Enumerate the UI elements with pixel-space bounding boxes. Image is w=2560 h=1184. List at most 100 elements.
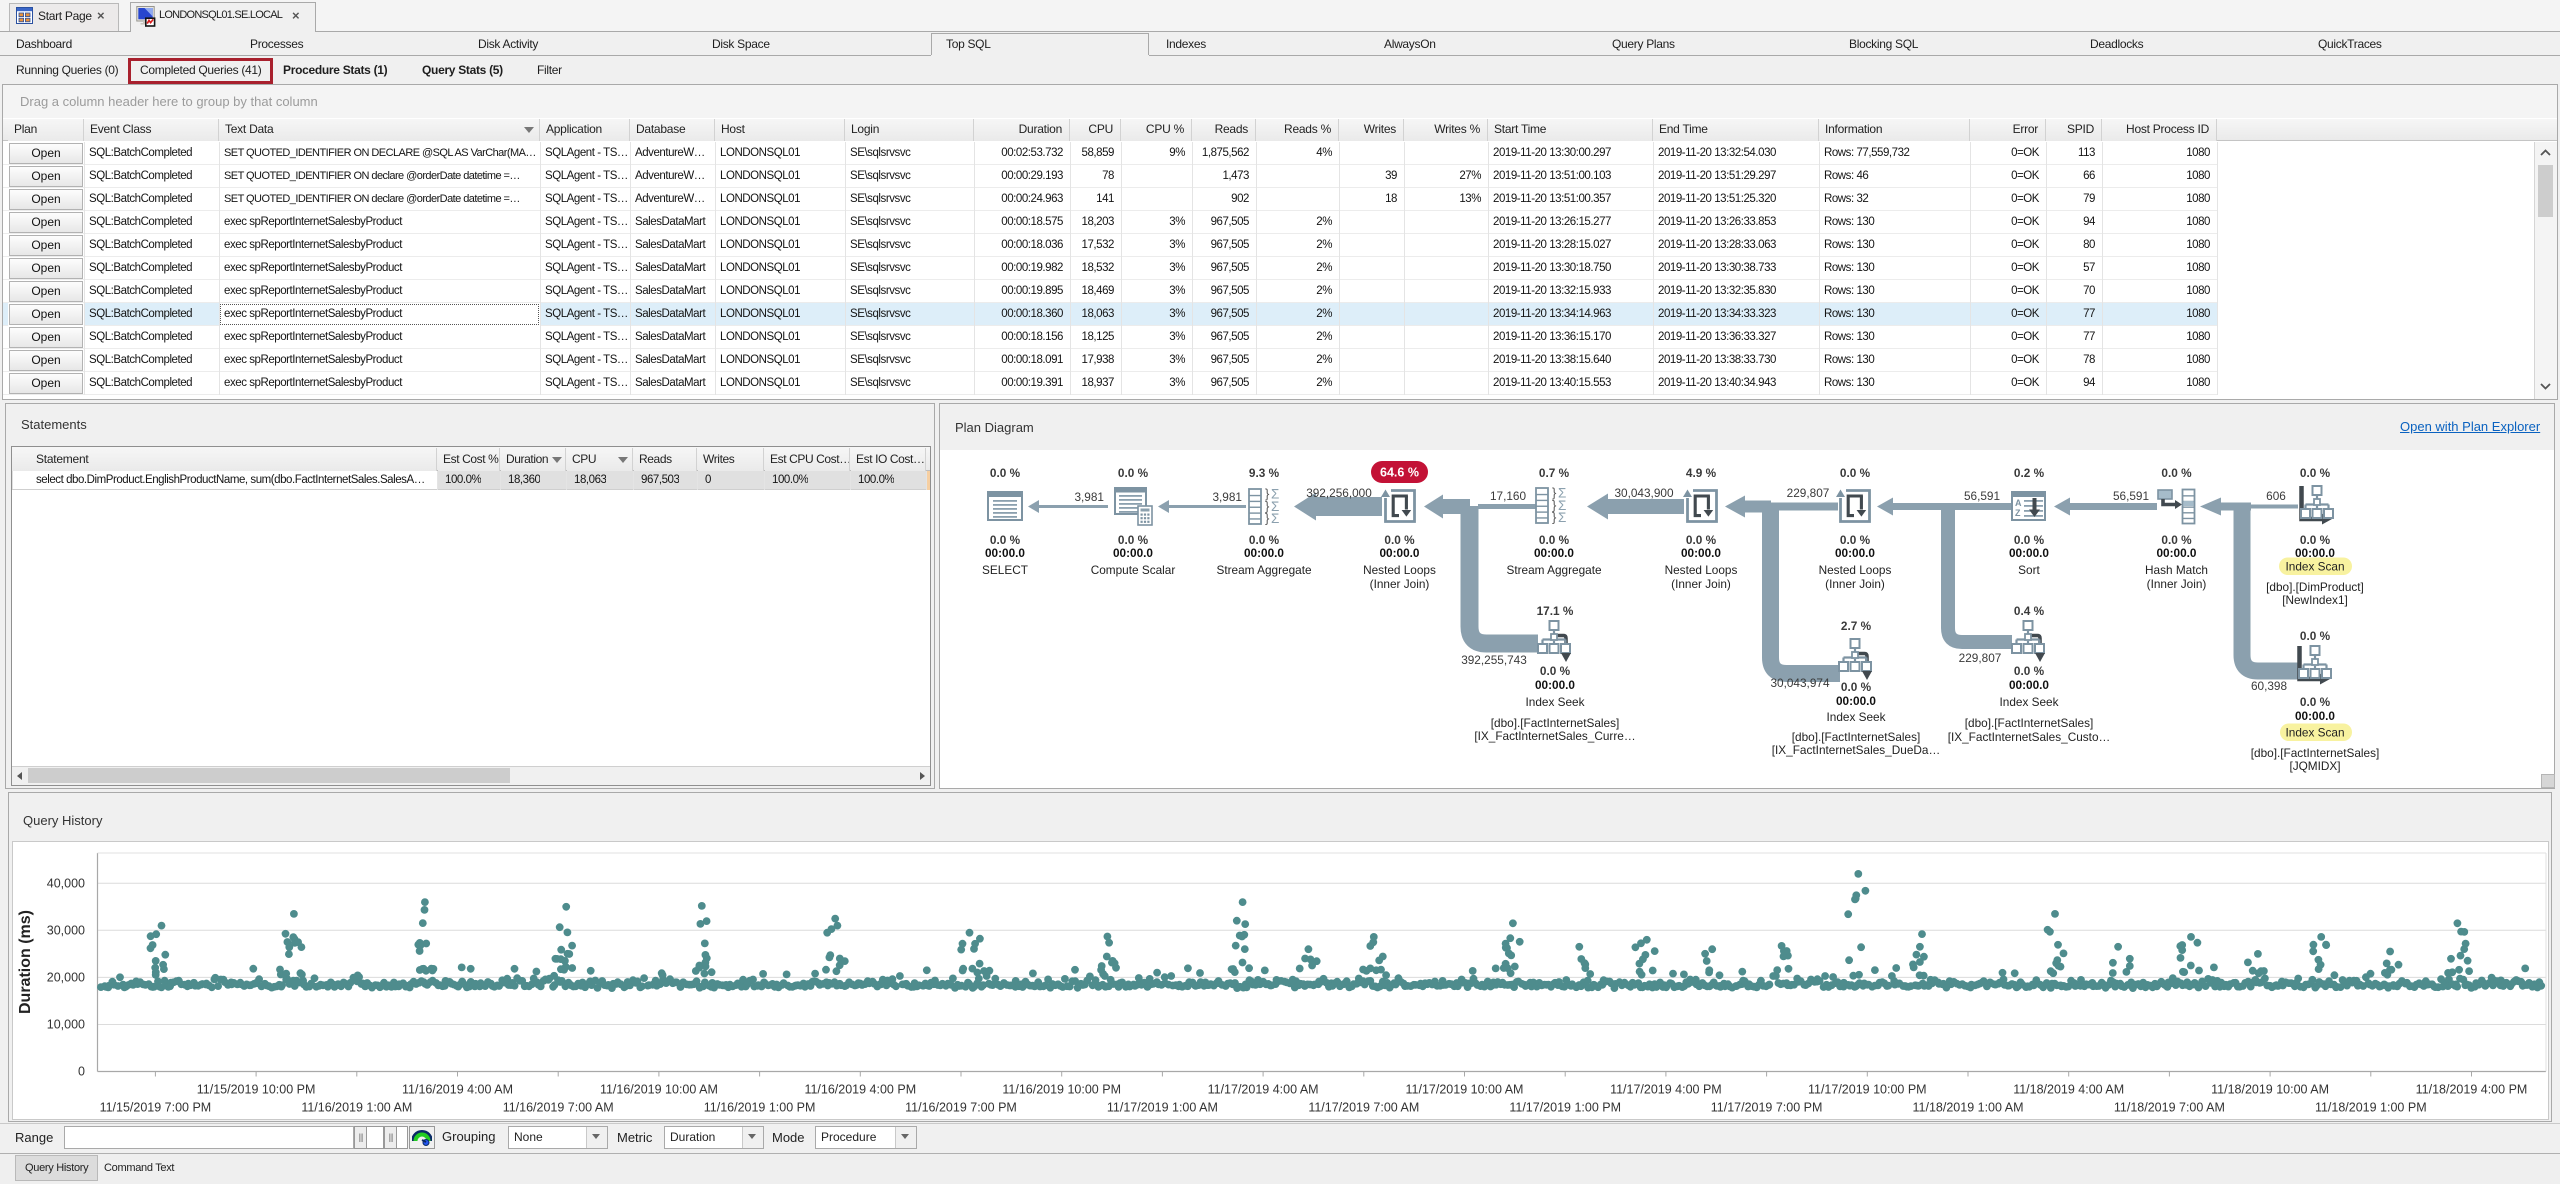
svg-text:Index Seek: Index Seek <box>1525 695 1584 709</box>
svg-text:Nested Loops: Nested Loops <box>1363 563 1436 577</box>
svg-text:56,591: 56,591 <box>2113 489 2149 503</box>
svg-text:11/16/2019 7:00 AM: 11/16/2019 7:00 AM <box>503 1101 614 1115</box>
svg-text:11/18/2019 1:00 AM: 11/18/2019 1:00 AM <box>1913 1101 2024 1115</box>
svg-text:17,160: 17,160 <box>1490 489 1527 503</box>
svg-text:0.0 %: 0.0 % <box>2300 533 2331 547</box>
svg-text:}: } <box>1552 510 1557 525</box>
svg-text:00:00.0: 00:00.0 <box>2156 546 2196 560</box>
svg-text:0: 0 <box>78 1065 85 1079</box>
svg-text:0.4 %: 0.4 % <box>2014 604 2045 618</box>
svg-text:[dbo].[FactInternetSales]: [dbo].[FactInternetSales] <box>1491 716 1620 730</box>
svg-text:0.0 %: 0.0 % <box>990 533 1021 547</box>
svg-text:Hash Match: Hash Match <box>2145 563 2208 577</box>
svg-text:0.0 %: 0.0 % <box>1384 533 1415 547</box>
svg-text:[IX_FactInternetSales_Custo…: [IX_FactInternetSales_Custo… <box>1948 730 2111 744</box>
svg-text:}: } <box>1552 497 1557 512</box>
svg-text:[NewIndex1]: [NewIndex1] <box>2282 593 2348 607</box>
svg-text:0.0 %: 0.0 % <box>1686 533 1717 547</box>
svg-text:Σ: Σ <box>1558 510 1566 525</box>
svg-text:Duration (ms): Duration (ms) <box>17 910 34 1014</box>
svg-text:0.7 %: 0.7 % <box>1539 466 1570 480</box>
svg-text:Index Scan: Index Scan <box>2285 560 2344 574</box>
svg-text:00:00.0: 00:00.0 <box>2295 546 2335 560</box>
svg-text:0.0 %: 0.0 % <box>1841 680 1872 694</box>
svg-text:Σ: Σ <box>1558 486 1566 501</box>
svg-text:17.1 %: 17.1 % <box>1537 604 1574 618</box>
svg-text:Sort: Sort <box>2018 563 2040 577</box>
svg-text:(Inner Join): (Inner Join) <box>2147 577 2207 591</box>
svg-text:11/17/2019 4:00 PM: 11/17/2019 4:00 PM <box>1610 1083 1722 1097</box>
svg-text:11/17/2019 4:00 AM: 11/17/2019 4:00 AM <box>1208 1083 1319 1097</box>
svg-text:11/16/2019 10:00 AM: 11/16/2019 10:00 AM <box>600 1083 718 1097</box>
svg-text:11/17/2019 10:00 AM: 11/17/2019 10:00 AM <box>1406 1083 1524 1097</box>
svg-text:[dbo].[FactInternetSales]: [dbo].[FactInternetSales] <box>2251 746 2380 760</box>
svg-text:11/18/2019 1:00 PM: 11/18/2019 1:00 PM <box>2315 1101 2427 1115</box>
svg-text:Nested Loops: Nested Loops <box>1819 563 1892 577</box>
svg-text:20,000: 20,000 <box>47 970 85 984</box>
svg-text:Index Seek: Index Seek <box>1999 695 2058 709</box>
svg-text:30,000: 30,000 <box>47 923 85 937</box>
svg-text:40,000: 40,000 <box>47 876 85 890</box>
svg-text:(Inner Join): (Inner Join) <box>1370 577 1430 591</box>
svg-text:Stream Aggregate: Stream Aggregate <box>1216 563 1312 577</box>
svg-text:(Inner Join): (Inner Join) <box>1671 577 1731 591</box>
svg-text:Nested Loops: Nested Loops <box>1665 563 1738 577</box>
svg-text:0.0 %: 0.0 % <box>2014 664 2045 678</box>
svg-text:00:00.0: 00:00.0 <box>1379 546 1419 560</box>
svg-text:0.0 %: 0.0 % <box>1840 533 1871 547</box>
svg-text:11/17/2019 7:00 PM: 11/17/2019 7:00 PM <box>1711 1101 1823 1115</box>
svg-text:10,000: 10,000 <box>47 1018 85 1032</box>
svg-text:11/18/2019 10:00 AM: 11/18/2019 10:00 AM <box>2211 1083 2329 1097</box>
svg-text:3,981: 3,981 <box>1212 490 1242 504</box>
svg-text:Stream Aggregate: Stream Aggregate <box>1506 563 1602 577</box>
svg-text:11/18/2019 4:00 PM: 11/18/2019 4:00 PM <box>2416 1083 2528 1097</box>
svg-text:11/17/2019 1:00 PM: 11/17/2019 1:00 PM <box>1509 1101 1621 1115</box>
svg-text:11/18/2019 7:00 AM: 11/18/2019 7:00 AM <box>2114 1101 2225 1115</box>
svg-text:0.0 %: 0.0 % <box>1118 466 1149 480</box>
svg-text:00:00.0: 00:00.0 <box>1534 546 1574 560</box>
svg-text:11/16/2019 7:00 PM: 11/16/2019 7:00 PM <box>905 1101 1017 1115</box>
svg-text:11/17/2019 1:00 AM: 11/17/2019 1:00 AM <box>1107 1101 1218 1115</box>
svg-text:00:00.0: 00:00.0 <box>2295 709 2335 723</box>
svg-text:30,043,900: 30,043,900 <box>1614 486 1673 500</box>
svg-text:606: 606 <box>2266 489 2286 503</box>
svg-text:60,398: 60,398 <box>2251 679 2288 693</box>
svg-text:11/16/2019 1:00 PM: 11/16/2019 1:00 PM <box>704 1101 816 1115</box>
svg-text:11/16/2019 10:00 PM: 11/16/2019 10:00 PM <box>1002 1083 1121 1097</box>
svg-text:11/17/2019 7:00 AM: 11/17/2019 7:00 AM <box>1308 1101 1419 1115</box>
svg-text:00:00.0: 00:00.0 <box>1681 546 1721 560</box>
svg-text:Z: Z <box>2015 508 2021 518</box>
svg-text:0.0 %: 0.0 % <box>2300 695 2331 709</box>
svg-text:11/15/2019 7:00 PM: 11/15/2019 7:00 PM <box>100 1101 212 1115</box>
svg-text:Compute Scalar: Compute Scalar <box>1091 563 1176 577</box>
svg-text:00:00.0: 00:00.0 <box>1244 546 1284 560</box>
svg-text:3,981: 3,981 <box>1074 490 1104 504</box>
svg-text:00:00.0: 00:00.0 <box>2009 546 2049 560</box>
svg-text:0.0 %: 0.0 % <box>2014 533 2045 547</box>
svg-text:}: } <box>1265 486 1270 501</box>
svg-text:9.3 %: 9.3 % <box>1249 466 1280 480</box>
svg-text:Σ: Σ <box>1271 511 1279 526</box>
svg-text:0.0 %: 0.0 % <box>1840 466 1871 480</box>
svg-text:56,591: 56,591 <box>1964 489 2000 503</box>
svg-text:[IX_FactInternetSales_Curre…: [IX_FactInternetSales_Curre… <box>1474 729 1635 743</box>
svg-text:00:00.0: 00:00.0 <box>985 546 1025 560</box>
svg-text:[dbo].[FactInternetSales]: [dbo].[FactInternetSales] <box>1792 730 1921 744</box>
svg-text:[JQMIDX]: [JQMIDX] <box>2289 759 2340 773</box>
svg-text:00:00.0: 00:00.0 <box>1835 546 1875 560</box>
svg-text:11/16/2019 1:00 AM: 11/16/2019 1:00 AM <box>301 1101 412 1115</box>
svg-text:(Inner Join): (Inner Join) <box>1825 577 1885 591</box>
svg-text:11/16/2019 4:00 PM: 11/16/2019 4:00 PM <box>804 1083 916 1097</box>
svg-text:Σ: Σ <box>1271 487 1279 502</box>
svg-text:229,807: 229,807 <box>1787 486 1830 500</box>
svg-text:0.0 %: 0.0 % <box>1539 533 1570 547</box>
svg-text:0.2 %: 0.2 % <box>2014 466 2045 480</box>
svg-text:Σ: Σ <box>1271 499 1279 514</box>
svg-text:11/17/2019 10:00 PM: 11/17/2019 10:00 PM <box>1808 1083 1927 1097</box>
svg-text:4.9 %: 4.9 % <box>1686 466 1717 480</box>
svg-text:0.0 %: 0.0 % <box>2161 533 2192 547</box>
svg-text:11/16/2019 4:00 AM: 11/16/2019 4:00 AM <box>402 1083 513 1097</box>
svg-text:0.0 %: 0.0 % <box>1540 664 1571 678</box>
svg-text:}: } <box>1265 498 1270 513</box>
svg-text:A: A <box>2015 498 2022 508</box>
